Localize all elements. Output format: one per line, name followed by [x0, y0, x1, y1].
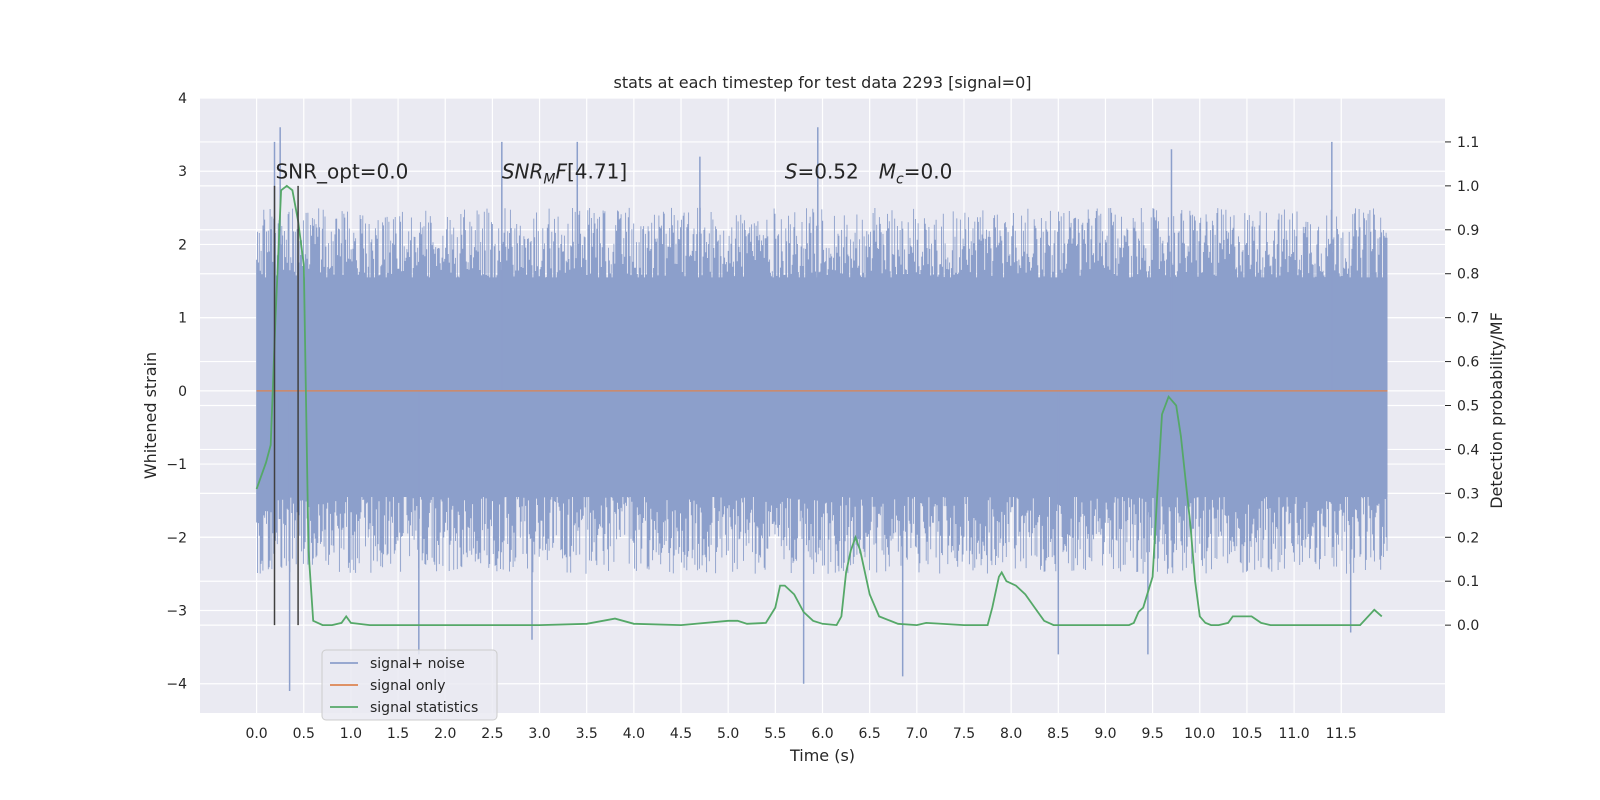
legend: signal+ noise signal only signal statistic… [321, 649, 498, 721]
y2-tick-label: 0.6 [1457, 355, 1479, 371]
x-tick-label: 11.0 [1279, 726, 1310, 742]
x-tick-label: 6.5 [859, 726, 881, 742]
chart-title: stats at each timestep for test data 229… [613, 73, 1031, 92]
x-tick-label: 0.5 [293, 726, 315, 742]
legend-label: signal statistics [370, 700, 478, 716]
y-tick-label: 3 [178, 164, 187, 180]
x-tick-label: 2.0 [434, 726, 456, 742]
x-tick-label: 1.0 [340, 726, 362, 742]
series-signal-noise [256, 127, 1388, 692]
y2-tick-label: 0.7 [1457, 311, 1479, 327]
y-tick-label: 4 [178, 91, 187, 107]
x-tick-label: 1.5 [387, 726, 409, 742]
x-tick-label: 5.5 [764, 726, 786, 742]
x-tick-label: 6.0 [811, 726, 833, 742]
y-tick-label: −4 [166, 677, 187, 693]
x-tick-label: 4.0 [623, 726, 645, 742]
y-tick-label: 0 [178, 384, 187, 400]
x-tick-label: 2.5 [481, 726, 503, 742]
annotations: SNR_opt=0.0 SNRMF[4.71] S=0.52 Mc=0.0 [273, 160, 953, 626]
x-tick-label: 7.0 [906, 726, 928, 742]
y-axis-label: Whitened strain [141, 352, 160, 479]
x-tick-label: 10.5 [1231, 726, 1262, 742]
x-axis-label: Time (s) [789, 746, 855, 765]
x-tick-label: 4.5 [670, 726, 692, 742]
x-tick-label: 3.5 [576, 726, 598, 742]
y-tick-label: −3 [166, 604, 187, 620]
series-line [255, 184, 1383, 627]
x-tick-label: 10.0 [1184, 726, 1215, 742]
y2-tick-label: 0.8 [1457, 267, 1479, 283]
y-tick-label: 1 [178, 311, 187, 327]
x-tick-label: 9.0 [1094, 726, 1116, 742]
x-tick-label: 0.0 [245, 726, 267, 742]
x-tick-label: 11.5 [1326, 726, 1357, 742]
x-tick-label: 8.0 [1000, 726, 1022, 742]
y2-tick-label: 1.0 [1457, 179, 1479, 195]
series-signal-statistics [255, 184, 1383, 627]
y2-tick-label: 0.9 [1457, 223, 1479, 239]
y2-axis-label: Detection probability/MF [1487, 312, 1506, 509]
x-tick-label: 5.0 [717, 726, 739, 742]
y-tick-label: −2 [166, 530, 187, 546]
annotation-s-mc: S=0.52 Mc=0.0 [785, 160, 953, 188]
y2-tick-label: 0.4 [1457, 442, 1479, 458]
annotation-snr-opt: SNR_opt=0.0 [275, 160, 408, 184]
x-tick-label: 7.5 [953, 726, 975, 742]
y2-tick-label: 0.0 [1457, 618, 1479, 634]
y2-tick-label: 0.3 [1457, 486, 1479, 502]
y2-tick-label: 0.1 [1457, 574, 1479, 590]
axes: 0.0 0.5 1.0 1.5 2.0 2.5 3.0 3.5 4.0 4.5 5.0 5.5 6.0 6… [166, 91, 1479, 742]
legend-label: signal+ noise [370, 656, 465, 672]
y-tick-label: −1 [166, 457, 187, 473]
legend-label: signal only [370, 678, 445, 694]
y2-tick-label: 1.1 [1457, 135, 1479, 151]
y-tick-label: 2 [178, 237, 187, 253]
legend-box [321, 649, 498, 721]
x-tick-label: 8.5 [1047, 726, 1069, 742]
series-layer [255, 127, 1388, 692]
x-tick-label: 3.0 [528, 726, 550, 742]
y2-tick-label: 0.5 [1457, 399, 1479, 415]
x-tick-label: 9.5 [1141, 726, 1163, 742]
y2-tick-label: 0.2 [1457, 530, 1479, 546]
annotation-snr-mf: SNRMF[4.71] [502, 160, 627, 188]
